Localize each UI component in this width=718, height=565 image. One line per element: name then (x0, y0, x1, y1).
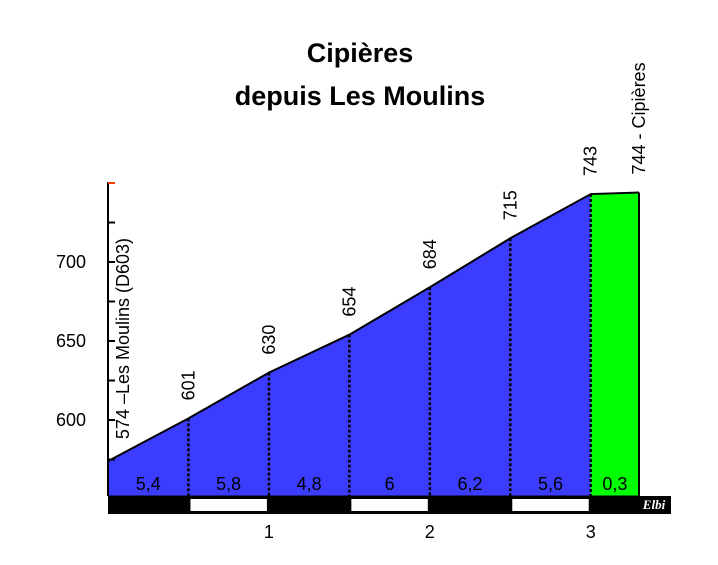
profile-segment (188, 372, 269, 496)
signature-text: Elbi (642, 497, 666, 512)
x-tick-label: 3 (586, 522, 596, 542)
x-tick-label: 2 (425, 522, 435, 542)
profile-segment (268, 334, 350, 496)
gradient-labels: 5,4 5,8 4,8 6 6,2 5,6 0,3 (136, 474, 628, 494)
gradient-label: 6,2 (458, 474, 483, 494)
km-bar-block (190, 499, 267, 511)
segment-dividers (187, 194, 592, 496)
y-tick-label: 650 (56, 331, 86, 351)
altitude-label: 743 (581, 146, 601, 176)
km-bar (108, 496, 671, 514)
gradient-label: 5,6 (538, 474, 563, 494)
y-axis: 600 650 700 (56, 182, 115, 496)
profile-line (107, 191, 640, 462)
gradient-label: 5,4 (136, 474, 161, 494)
point-labels: 574 –Les Moulins (D603) 601 630 654 684 715 74… (113, 62, 649, 439)
x-tick-label: 1 (264, 522, 274, 542)
profile-segment (429, 238, 511, 497)
y-tick-label: 600 (56, 410, 86, 430)
altitude-label: 715 (500, 190, 520, 220)
profile-segment (510, 194, 591, 496)
gradient-label: 4,8 (297, 474, 322, 494)
gradient-label: 6 (385, 474, 395, 494)
altitude-label: 574 –Les Moulins (D603) (113, 238, 133, 439)
profile-segment (108, 418, 189, 496)
gradient-label: 5,8 (216, 474, 241, 494)
gradient-label: 0,3 (602, 474, 627, 494)
altitude-label: 744 - Cipières (629, 62, 649, 174)
profile-areas (108, 192, 639, 497)
altitude-label: 601 (178, 370, 198, 400)
x-axis: 1 2 3 (264, 522, 596, 542)
chart-subtitle: depuis Les Moulins (235, 81, 486, 111)
altitude-label: 654 (339, 287, 359, 317)
km-bar-block (351, 499, 428, 511)
km-bar-block (512, 499, 589, 511)
altitude-label: 684 (420, 239, 440, 269)
profile-segment (349, 287, 430, 496)
altitude-label: 630 (259, 325, 279, 355)
y-tick-label: 700 (56, 252, 86, 272)
chart-title: Cipières (307, 38, 414, 68)
profile-segment (590, 192, 639, 497)
